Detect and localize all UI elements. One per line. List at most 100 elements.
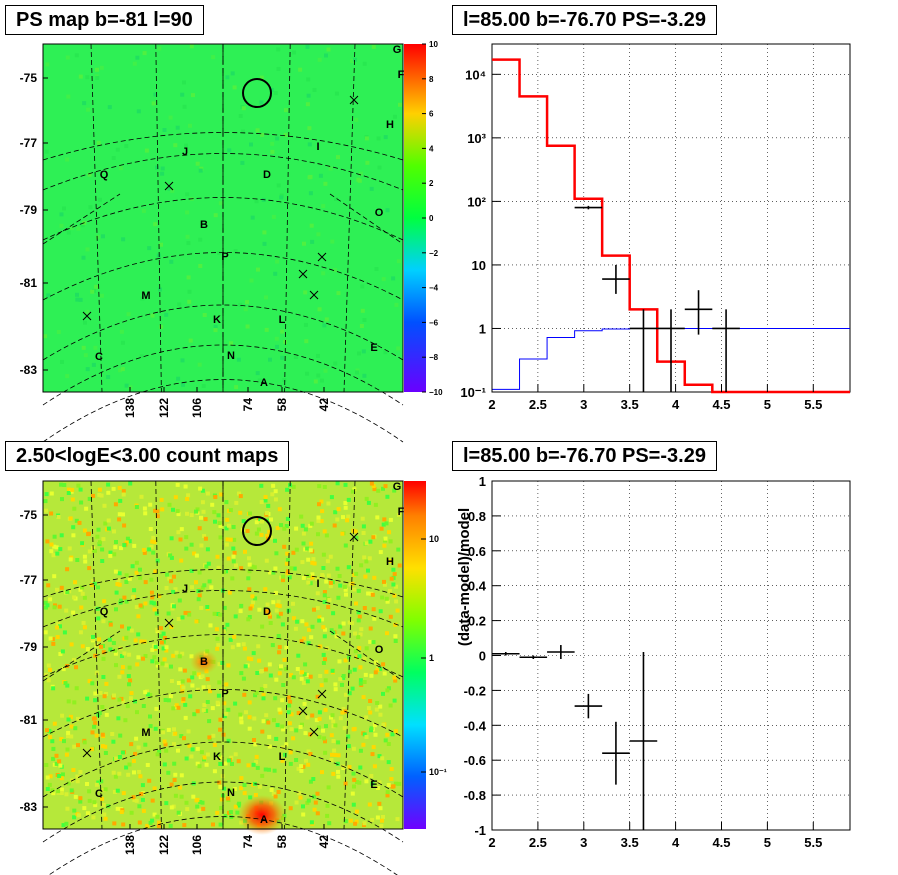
map-pixel bbox=[388, 539, 393, 544]
map-pixel bbox=[336, 155, 340, 160]
map-pixel bbox=[153, 222, 158, 227]
map-pixel bbox=[128, 678, 133, 683]
map-pixel bbox=[155, 165, 160, 170]
map-pixel bbox=[173, 495, 178, 500]
map-pixel bbox=[177, 302, 182, 307]
map-pixel bbox=[306, 93, 311, 98]
source-label-L: L bbox=[279, 751, 286, 763]
map-pixel bbox=[335, 517, 340, 522]
map-pixel bbox=[341, 674, 346, 678]
source-cross bbox=[349, 95, 359, 105]
spectrum-y-tick-label: 10⁴ bbox=[465, 67, 486, 82]
map-pixel bbox=[306, 749, 311, 754]
spectrum-y-tick-label: 10⁻¹ bbox=[460, 385, 486, 400]
map-pixel bbox=[265, 602, 270, 607]
map-pixel bbox=[96, 585, 100, 590]
map-pixel bbox=[203, 536, 208, 541]
map-pixel bbox=[310, 624, 315, 629]
map-pixel bbox=[356, 177, 361, 182]
map-pixel bbox=[132, 770, 136, 775]
map-x-tick-label: 42 bbox=[317, 398, 331, 412]
map-pixel bbox=[64, 792, 69, 797]
map-pixel bbox=[268, 357, 272, 362]
map-pixel bbox=[72, 744, 77, 749]
map-pixel bbox=[164, 748, 169, 753]
map-pixel bbox=[304, 339, 309, 344]
map-pixel bbox=[121, 512, 125, 517]
map-pixel bbox=[93, 803, 98, 808]
map-pixel bbox=[104, 712, 109, 717]
map-pixel bbox=[324, 579, 329, 584]
map-pixel bbox=[279, 664, 283, 669]
map-pixel bbox=[195, 797, 200, 802]
map-pixel bbox=[385, 688, 390, 693]
map-pixel bbox=[176, 512, 181, 517]
map-x-tick-label: 74 bbox=[241, 398, 255, 412]
map-pixel bbox=[124, 635, 129, 640]
map-pixel bbox=[376, 488, 381, 493]
map-pixel bbox=[171, 653, 176, 658]
map-pixel bbox=[354, 571, 359, 576]
map-pixel bbox=[343, 543, 348, 548]
map-pixel bbox=[302, 701, 307, 706]
map-pixel bbox=[361, 742, 366, 747]
map-pixel bbox=[384, 596, 389, 601]
map-pixel bbox=[344, 592, 348, 597]
map-pixel bbox=[331, 611, 336, 616]
map-pixel bbox=[72, 700, 77, 705]
map-pixel bbox=[161, 730, 166, 735]
map-pixel bbox=[254, 199, 259, 204]
map-pixel bbox=[259, 100, 264, 105]
map-pixel bbox=[304, 622, 309, 627]
map-pixel bbox=[183, 610, 188, 615]
map-pixel bbox=[312, 807, 317, 812]
map-pixel bbox=[337, 659, 342, 664]
map-pixel bbox=[198, 237, 203, 242]
map-pixel bbox=[386, 760, 391, 765]
map-pixel bbox=[241, 519, 246, 524]
map-pixel bbox=[341, 631, 346, 636]
map-pixel bbox=[299, 676, 304, 681]
map-pixel bbox=[315, 591, 320, 596]
residual-y-ticks: -1-0.8-0.6-0.4-0.200.20.40.60.81 bbox=[464, 474, 501, 838]
map-pixel bbox=[260, 669, 264, 673]
map-pixel bbox=[44, 149, 49, 154]
map-pixel bbox=[369, 726, 374, 731]
map-pixel bbox=[310, 239, 315, 244]
map-pixel bbox=[133, 699, 137, 704]
map-pixel bbox=[294, 547, 299, 552]
map-pixel bbox=[148, 820, 153, 825]
map-pixel bbox=[322, 590, 327, 594]
map-pixel bbox=[312, 794, 317, 799]
map-pixel bbox=[174, 703, 179, 708]
map-pixel bbox=[143, 742, 148, 747]
map-pixel bbox=[305, 102, 310, 107]
map-pixel bbox=[397, 563, 402, 568]
map-pixel bbox=[60, 713, 65, 718]
map-pixel bbox=[224, 711, 229, 716]
map-pixel bbox=[276, 47, 281, 52]
map-pixel bbox=[173, 143, 178, 148]
map-pixel bbox=[202, 703, 207, 707]
map-pixel bbox=[78, 297, 83, 302]
map-pixel bbox=[98, 691, 103, 695]
map-pixel bbox=[238, 114, 243, 118]
map-pixel bbox=[192, 671, 197, 676]
source-label-E: E bbox=[370, 342, 377, 354]
map-pixel bbox=[316, 353, 320, 358]
map-pixel bbox=[360, 516, 365, 521]
map-pixel bbox=[66, 487, 71, 492]
map-pixel bbox=[299, 514, 304, 519]
map-pixel bbox=[103, 521, 108, 526]
map-pixel bbox=[164, 801, 169, 806]
map-pixel bbox=[90, 289, 95, 294]
map-pixel bbox=[335, 481, 340, 486]
ps-colorbar bbox=[404, 44, 426, 392]
map-pixel bbox=[370, 817, 375, 822]
map-pixel bbox=[361, 695, 366, 700]
map-pixel bbox=[179, 558, 184, 563]
map-pixel bbox=[185, 511, 189, 516]
map-pixel bbox=[373, 732, 378, 737]
map-pixel bbox=[343, 587, 348, 592]
